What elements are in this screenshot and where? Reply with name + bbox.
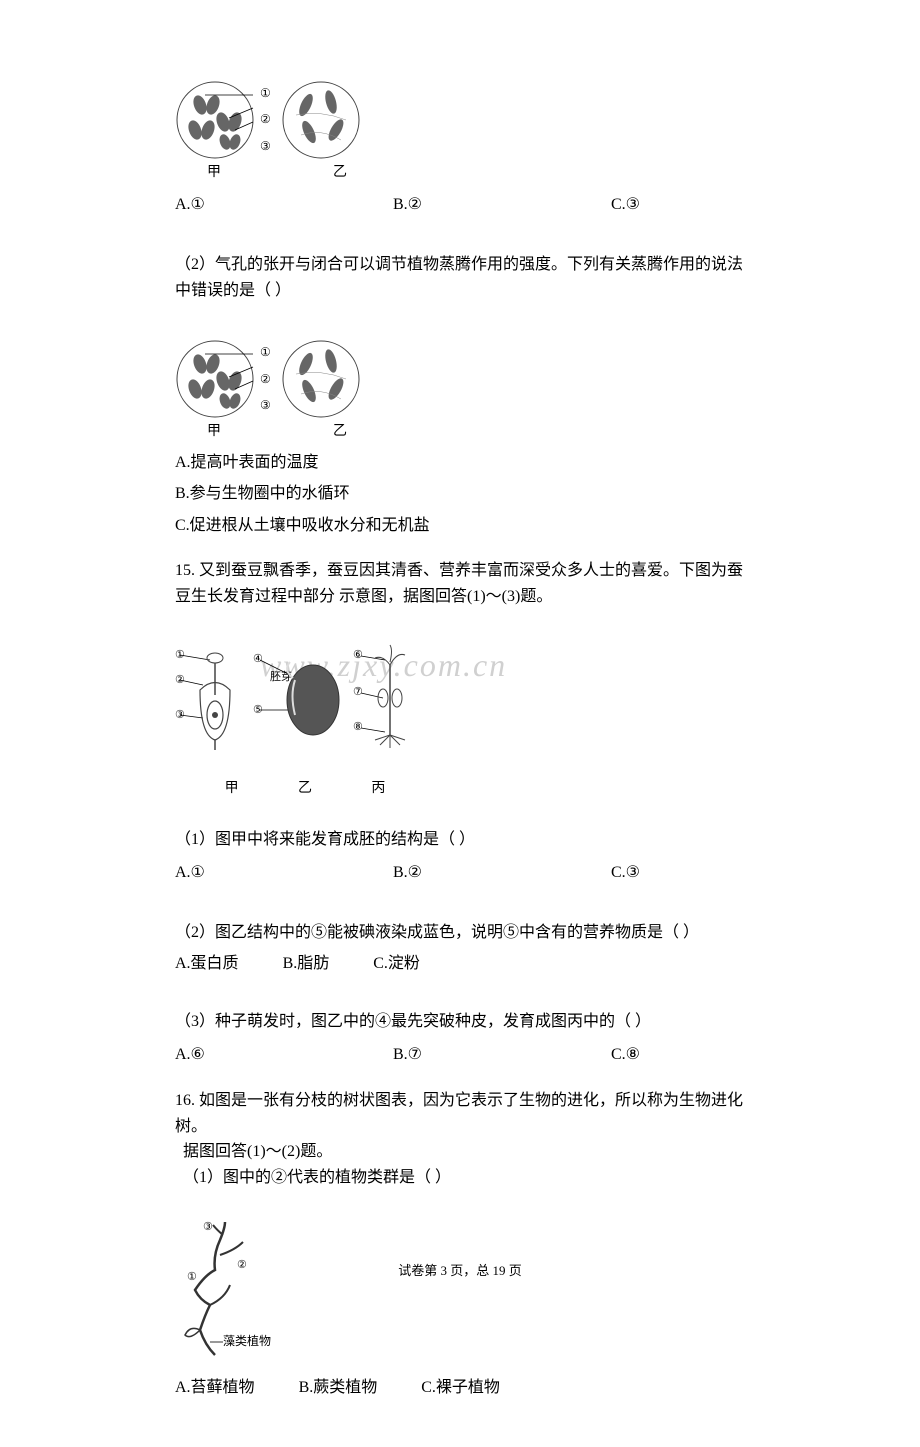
- q16-part1-stem: （1）图中的②代表的植物类群是（ ）: [183, 1165, 745, 1191]
- figure-label-lines: ① ② ③: [260, 80, 271, 160]
- q15-figure: ① ② ③ ④ 胚芽 ⑤ ⑥ ⑦: [175, 640, 745, 801]
- q15-part2-options: A.蛋白质 B.脂肪 C.淀粉: [175, 951, 745, 977]
- label-2: ②: [260, 110, 271, 129]
- svg-text:④: ④: [253, 653, 263, 665]
- label-2: ②: [260, 370, 271, 389]
- option-c: C.促进根从土壤中吸收水分和无机盐: [175, 513, 745, 539]
- q14-part1-options: A.① B.② C.③: [175, 192, 745, 218]
- q14-part1-figure: ① ② ③ 甲 乙: [175, 80, 745, 184]
- option-c: C.⑧: [611, 1042, 829, 1068]
- caption-yi: 乙: [268, 778, 341, 800]
- page-footer: 试卷第 3 页，总 19 页: [0, 1261, 920, 1282]
- svg-text:⑤: ⑤: [253, 704, 263, 716]
- q14-part2-stem: （2）气孔的张开与闭合可以调节植物蒸腾作用的强度。下列有关蒸腾作用的说法中错误的…: [175, 252, 745, 303]
- svg-text:⑥: ⑥: [353, 649, 363, 661]
- option-b: B.蕨类植物: [299, 1375, 378, 1401]
- q15-part1-options: A.① B.② C.③: [175, 860, 745, 886]
- label-1: ①: [260, 343, 271, 362]
- svg-text:③: ③: [203, 1221, 213, 1233]
- figure-label-lines-2: ① ② ③: [260, 339, 271, 419]
- option-a: A.①: [175, 192, 393, 218]
- q16-figure: ③ ② ① 藻类植物: [175, 1220, 745, 1369]
- q16-stem-line1: 16. 如图是一张有分枝的树状图表，因为它表示了生物的进化，所以称为生物进化树。: [175, 1088, 745, 1139]
- q14-part2-figure: ① ② ③ 甲 乙: [175, 339, 745, 443]
- svg-text:⑦: ⑦: [353, 686, 363, 698]
- caption-yi-2: 乙: [333, 421, 347, 443]
- svg-text:藻类植物: 藻类植物: [223, 1333, 271, 1348]
- caption-bing: 丙: [342, 778, 415, 800]
- label-3: ③: [260, 396, 271, 415]
- caption-jia-2: 甲: [207, 421, 221, 443]
- option-a: A.⑥: [175, 1042, 393, 1068]
- option-a: A.蛋白质: [175, 951, 239, 977]
- option-c: C.裸子植物: [421, 1375, 500, 1401]
- q14-part2-options: A.提高叶表面的温度 B.参与生物圈中的水循环 C.促进根从土壤中吸收水分和无机…: [175, 450, 745, 539]
- q15-part3-stem: （3）种子萌发时，图乙中的④最先突破种皮，发育成图丙中的（ ）: [175, 1009, 745, 1035]
- leaf-figure-jia: [175, 80, 255, 160]
- q16-part1-options: A.苔藓植物 B.蕨类植物 C.裸子植物: [175, 1375, 745, 1401]
- option-b: B.②: [393, 192, 611, 218]
- option-a: A.①: [175, 860, 393, 886]
- option-a: A.提高叶表面的温度: [175, 450, 745, 476]
- option-b: B.②: [393, 860, 611, 886]
- option-b: B.脂肪: [283, 951, 330, 977]
- q15-part3-options: A.⑥ B.⑦ C.⑧: [175, 1042, 745, 1068]
- caption-jia: 甲: [195, 778, 268, 800]
- svg-text:⑧: ⑧: [353, 721, 363, 733]
- label-3: ③: [260, 137, 271, 156]
- caption-jia: 甲: [207, 162, 221, 184]
- label-1: ①: [260, 84, 271, 103]
- svg-text:胚芽: 胚芽: [270, 669, 292, 683]
- svg-text:①: ①: [175, 649, 185, 661]
- option-c: C.淀粉: [373, 951, 420, 977]
- q15-part1-stem: （1）图甲中将来能发育成胚的结构是（ ）: [175, 827, 745, 853]
- leaf-figure-yi-2: [281, 339, 361, 419]
- option-a: A.苔藓植物: [175, 1375, 255, 1401]
- q15-stem: 15. 又到蚕豆飘香季，蚕豆因其清香、营养丰富而深受众多人士的喜爱。下图为蚕豆生…: [175, 558, 745, 609]
- option-b: B.⑦: [393, 1042, 611, 1068]
- caption-yi: 乙: [333, 162, 347, 184]
- option-c: C.③: [611, 860, 829, 886]
- leaf-figure-yi: [281, 80, 361, 160]
- svg-text:③: ③: [175, 709, 185, 721]
- option-c: C.③: [611, 192, 829, 218]
- option-b: B.参与生物圈中的水循环: [175, 481, 745, 507]
- svg-text:②: ②: [175, 674, 185, 686]
- q16-stem-line2: 据图回答(1)～(2)题。: [183, 1139, 745, 1165]
- leaf-figure-jia-2: [175, 339, 255, 419]
- q15-part2-stem: （2）图乙结构中的⑤能被碘液染成蓝色，说明⑤中含有的营养物质是（ ）: [175, 920, 745, 946]
